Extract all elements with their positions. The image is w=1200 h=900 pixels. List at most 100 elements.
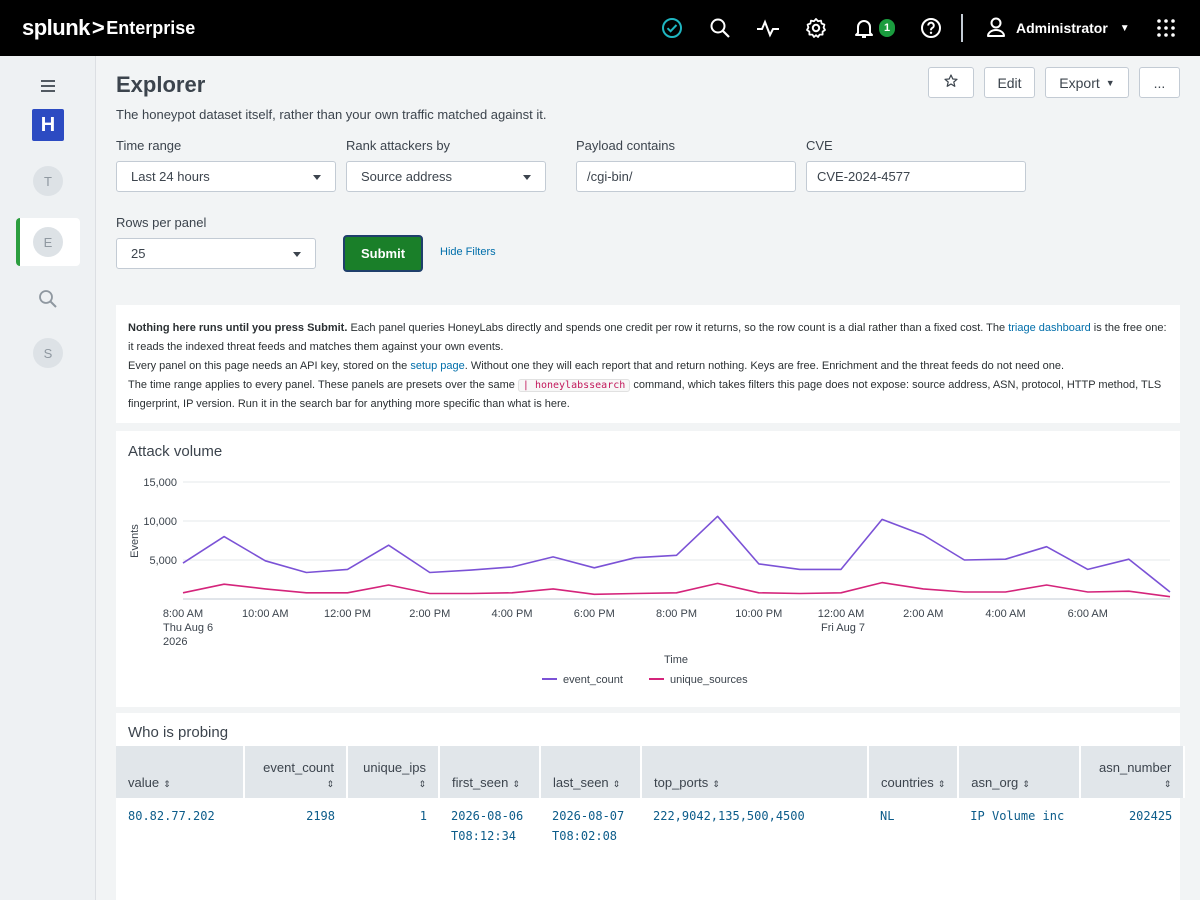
cell-last-seen[interactable]: 2026-08-07T08:02:08: [552, 809, 625, 843]
health-check-icon[interactable]: [658, 14, 686, 42]
brand-name: splunk: [22, 15, 90, 40]
nav-item-active-highlight: [16, 218, 80, 266]
favorite-button[interactable]: [928, 67, 974, 98]
x-axis-label: Time: [664, 654, 688, 666]
who-is-probing-panel: Who is probing value ⇕ event_count ⇕ unique_…: [116, 713, 1186, 900]
cell-countries[interactable]: NL: [880, 809, 895, 823]
series-line-unique-sources: [182, 581, 1171, 598]
page-description: The honeypot dataset itself, rather than…: [116, 107, 547, 122]
y-tick-label: 5,000: [149, 555, 177, 567]
search-icon[interactable]: [36, 287, 60, 311]
column-header-first-seen[interactable]: first_seen ⇕: [439, 746, 541, 798]
search-icon[interactable]: [706, 14, 734, 42]
info-panel: Nothing here runs until you press Submit…: [116, 305, 1180, 423]
rows-per-panel-label: Rows per panel: [116, 215, 207, 230]
column-header-unique-ips[interactable]: unique_ips ⇕: [347, 746, 440, 798]
cve-input[interactable]: [806, 161, 1026, 192]
cell-asn-number[interactable]: 202425: [1128, 809, 1173, 823]
y-axis-label: Events: [129, 524, 141, 558]
x-tick-label: 4:00 PM: [492, 608, 533, 620]
column-header-event-count[interactable]: event_count ⇕: [244, 746, 348, 798]
column-header-asn-org[interactable]: asn_org ⇕: [958, 746, 1082, 798]
info-emphasis: Nothing here runs until you press Submit…: [128, 322, 348, 334]
export-button[interactable]: Export ▼: [1045, 67, 1129, 98]
table-header-row: value ⇕ event_count ⇕ unique_ips ⇕ first_seen ⇕…: [116, 746, 1186, 798]
x-tick-label: 8:00 AM: [163, 608, 203, 620]
page-title: Explorer: [116, 72, 206, 97]
topbar-divider: [961, 14, 963, 42]
nav-item-e[interactable]: E: [33, 227, 63, 257]
x-tick-label: 10:00 PM: [735, 608, 782, 620]
app-logo[interactable]: H: [32, 109, 64, 141]
gear-icon[interactable]: [802, 14, 830, 42]
time-range-select[interactable]: Last 24 hours: [116, 161, 336, 192]
x-tick-label: 10:00 AM: [242, 608, 288, 620]
panel-title: Attack volume: [128, 443, 223, 460]
sort-icon: ⇕: [512, 779, 520, 789]
column-header-value[interactable]: value ⇕: [116, 746, 245, 798]
sort-icon: ⇕: [712, 779, 720, 789]
y-tick-label: 15,000: [143, 477, 177, 489]
activity-icon[interactable]: [754, 14, 782, 42]
info-text: The time range applies to every panel. T…: [128, 379, 518, 391]
legend-label: unique_sources: [670, 674, 748, 686]
rank-by-select[interactable]: Source address: [346, 161, 546, 192]
table-row[interactable]: 80.82.77.202 2198 1 2026-08-06T08:12:34 2026…: [116, 798, 1184, 854]
triage-dashboard-link[interactable]: triage dashboard: [1008, 322, 1091, 334]
more-actions-button[interactable]: ...: [1139, 67, 1180, 98]
app-sidebar: H T E S: [0, 56, 96, 900]
cell-value[interactable]: 80.82.77.202: [128, 809, 215, 823]
column-header-top-ports[interactable]: top_ports ⇕: [641, 746, 869, 798]
rows-per-panel-value: 25: [131, 246, 146, 261]
attack-volume-panel: Attack volume 5,000 10,000 15,000 Events 8:0…: [116, 431, 1180, 707]
setup-page-link[interactable]: setup page: [410, 360, 465, 372]
hide-filters-link[interactable]: Hide Filters: [440, 246, 496, 258]
time-range-value: Last 24 hours: [131, 169, 210, 184]
info-text: command, which takes filters this page d…: [128, 379, 1162, 410]
x-tick-label: 8:00 PM: [656, 608, 697, 620]
column-header-label: unique_ips: [363, 760, 426, 775]
x-tick-label: 6:00 AM: [1068, 608, 1108, 620]
sort-icon: ⇕: [612, 779, 621, 789]
cell-top-ports[interactable]: 222,9042,135,500,4500: [653, 809, 805, 823]
edit-button[interactable]: Edit: [984, 67, 1035, 98]
x-tick-label: 12:00 PM: [324, 608, 371, 620]
product-name: Enterprise: [106, 17, 196, 38]
cell-unique-ips[interactable]: 1: [419, 809, 427, 823]
rows-per-panel-select[interactable]: 25: [116, 238, 316, 269]
nav-item-label: T: [33, 166, 63, 196]
payload-input[interactable]: [576, 161, 796, 192]
brand-separator: >: [91, 15, 105, 40]
column-header-label: top_ports: [654, 775, 709, 790]
info-paragraph-2: Every panel on this page needs an API ke…: [128, 357, 1168, 376]
info-paragraph-1: Nothing here runs until you press Submit…: [128, 319, 1168, 357]
column-header-label: asn_number: [1099, 760, 1172, 775]
bell-icon[interactable]: [850, 14, 878, 42]
caret-down-icon: [313, 175, 321, 180]
splunk-logo[interactable]: splunk > Enterprise: [22, 14, 195, 42]
time-range-label: Time range: [116, 138, 182, 153]
sort-icon: ⇕: [1163, 779, 1172, 789]
cell-event-count[interactable]: 2198: [306, 809, 335, 823]
user-menu[interactable]: Administrator ▼: [986, 14, 1130, 42]
cell-asn-org[interactable]: IP Volume inc: [970, 809, 1065, 823]
column-header-asn-number[interactable]: asn_number ⇕: [1080, 746, 1186, 798]
command-code: | honeylabssearch: [517, 379, 631, 392]
column-header-countries[interactable]: countries ⇕: [868, 746, 960, 798]
sort-icon: ⇕: [326, 779, 334, 789]
nav-item-t[interactable]: T: [33, 166, 63, 196]
nav-item-s[interactable]: S: [33, 338, 63, 368]
table-body: 80.82.77.202 2198 1 2026-08-06T08:12:34 2026…: [116, 798, 1184, 854]
nav-item-label: S: [33, 338, 63, 368]
help-icon[interactable]: [917, 14, 945, 42]
x-tick-label: 2:00 AM: [903, 608, 943, 620]
apps-grid-icon[interactable]: [1152, 14, 1180, 42]
hamburger-menu-icon[interactable]: [36, 76, 60, 96]
submit-button[interactable]: Submit: [343, 235, 423, 272]
info-paragraph-3: The time range applies to every panel. T…: [128, 376, 1168, 414]
results-table: value ⇕ event_count ⇕ unique_ips ⇕ first_seen ⇕…: [116, 746, 1186, 854]
column-header-last-seen[interactable]: last_seen ⇕: [540, 746, 642, 798]
cve-label: CVE: [806, 138, 833, 153]
cell-first-seen[interactable]: 2026-08-06T08:12:34: [451, 809, 524, 843]
column-header-label: asn_org: [971, 775, 1019, 790]
